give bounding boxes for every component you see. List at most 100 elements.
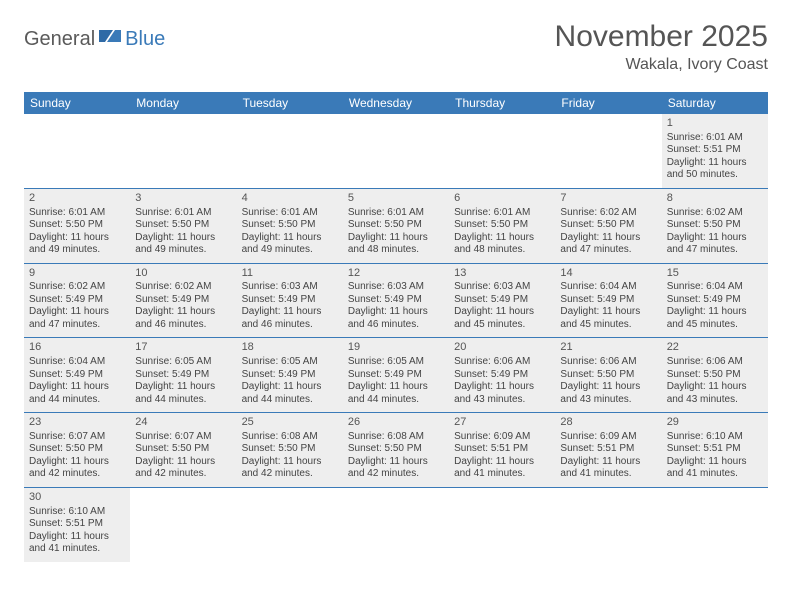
calendar-cell: 11Sunrise: 6:03 AMSunset: 5:49 PMDayligh… <box>237 263 343 338</box>
calendar-cell-empty <box>662 487 768 561</box>
sunrise-text: Sunrise: 6:01 AM <box>454 207 550 220</box>
calendar-cell: 10Sunrise: 6:02 AMSunset: 5:49 PMDayligh… <box>130 263 236 338</box>
day-number: 7 <box>560 192 656 206</box>
logo-text-general: General <box>24 28 95 51</box>
day-number: 27 <box>454 416 550 430</box>
sunrise-text: Sunrise: 6:04 AM <box>560 281 656 294</box>
calendar-cell: 9Sunrise: 6:02 AMSunset: 5:49 PMDaylight… <box>24 263 130 338</box>
daylight-text: Daylight: 11 hours and 42 minutes. <box>348 456 444 481</box>
calendar-cell-empty <box>130 487 236 561</box>
daylight-text: Daylight: 11 hours and 49 minutes. <box>242 232 338 257</box>
sunrise-text: Sunrise: 6:01 AM <box>29 207 125 220</box>
sunset-text: Sunset: 5:51 PM <box>454 443 550 456</box>
calendar-cell: 17Sunrise: 6:05 AMSunset: 5:49 PMDayligh… <box>130 338 236 413</box>
calendar-cell-empty <box>343 114 449 188</box>
sunset-text: Sunset: 5:50 PM <box>560 369 656 382</box>
sunset-text: Sunset: 5:49 PM <box>242 369 338 382</box>
day-number: 28 <box>560 416 656 430</box>
daylight-text: Daylight: 11 hours and 44 minutes. <box>135 381 231 406</box>
sunset-text: Sunset: 5:49 PM <box>135 294 231 307</box>
daylight-text: Daylight: 11 hours and 48 minutes. <box>454 232 550 257</box>
calendar-cell: 6Sunrise: 6:01 AMSunset: 5:50 PMDaylight… <box>449 188 555 263</box>
day-number: 13 <box>454 267 550 281</box>
day-number: 6 <box>454 192 550 206</box>
sunset-text: Sunset: 5:50 PM <box>135 443 231 456</box>
calendar-cell-empty <box>130 114 236 188</box>
sunrise-text: Sunrise: 6:09 AM <box>560 431 656 444</box>
sunrise-text: Sunrise: 6:07 AM <box>135 431 231 444</box>
calendar-cell: 22Sunrise: 6:06 AMSunset: 5:50 PMDayligh… <box>662 338 768 413</box>
sunrise-text: Sunrise: 6:03 AM <box>348 281 444 294</box>
day-number: 5 <box>348 192 444 206</box>
sunrise-text: Sunrise: 6:05 AM <box>242 356 338 369</box>
sunrise-text: Sunrise: 6:05 AM <box>348 356 444 369</box>
day-number: 11 <box>242 267 338 281</box>
sunrise-text: Sunrise: 6:02 AM <box>667 207 763 220</box>
day-header: Saturday <box>662 92 768 114</box>
day-number: 10 <box>135 267 231 281</box>
sunrise-text: Sunrise: 6:05 AM <box>135 356 231 369</box>
daylight-text: Daylight: 11 hours and 46 minutes. <box>348 306 444 331</box>
daylight-text: Daylight: 11 hours and 49 minutes. <box>29 232 125 257</box>
day-number: 19 <box>348 341 444 355</box>
calendar-row: 9Sunrise: 6:02 AMSunset: 5:49 PMDaylight… <box>24 263 768 338</box>
sunset-text: Sunset: 5:50 PM <box>667 219 763 232</box>
calendar-cell: 2Sunrise: 6:01 AMSunset: 5:50 PMDaylight… <box>24 188 130 263</box>
sunrise-text: Sunrise: 6:10 AM <box>667 431 763 444</box>
sunset-text: Sunset: 5:50 PM <box>242 219 338 232</box>
calendar-cell: 14Sunrise: 6:04 AMSunset: 5:49 PMDayligh… <box>555 263 661 338</box>
calendar-cell: 23Sunrise: 6:07 AMSunset: 5:50 PMDayligh… <box>24 413 130 488</box>
calendar-cell-empty <box>24 114 130 188</box>
daylight-text: Daylight: 11 hours and 47 minutes. <box>667 232 763 257</box>
daylight-text: Daylight: 11 hours and 47 minutes. <box>560 232 656 257</box>
sunset-text: Sunset: 5:49 PM <box>454 369 550 382</box>
sunset-text: Sunset: 5:51 PM <box>667 443 763 456</box>
calendar-cell-empty <box>237 114 343 188</box>
daylight-text: Daylight: 11 hours and 43 minutes. <box>667 381 763 406</box>
daylight-text: Daylight: 11 hours and 46 minutes. <box>135 306 231 331</box>
sunset-text: Sunset: 5:51 PM <box>667 144 763 157</box>
day-number: 2 <box>29 192 125 206</box>
calendar-cell: 16Sunrise: 6:04 AMSunset: 5:49 PMDayligh… <box>24 338 130 413</box>
sunset-text: Sunset: 5:50 PM <box>242 443 338 456</box>
calendar-row: 2Sunrise: 6:01 AMSunset: 5:50 PMDaylight… <box>24 188 768 263</box>
day-number: 17 <box>135 341 231 355</box>
day-number: 24 <box>135 416 231 430</box>
sunset-text: Sunset: 5:50 PM <box>29 443 125 456</box>
day-number: 4 <box>242 192 338 206</box>
day-number: 20 <box>454 341 550 355</box>
sunrise-text: Sunrise: 6:07 AM <box>29 431 125 444</box>
day-header: Wednesday <box>343 92 449 114</box>
location: Wakala, Ivory Coast <box>555 56 768 74</box>
calendar-cell: 29Sunrise: 6:10 AMSunset: 5:51 PMDayligh… <box>662 413 768 488</box>
calendar-cell: 7Sunrise: 6:02 AMSunset: 5:50 PMDaylight… <box>555 188 661 263</box>
calendar-row: 23Sunrise: 6:07 AMSunset: 5:50 PMDayligh… <box>24 413 768 488</box>
day-number: 14 <box>560 267 656 281</box>
header: General Blue November 2025 Wakala, Ivory… <box>24 20 768 74</box>
daylight-text: Daylight: 11 hours and 42 minutes. <box>135 456 231 481</box>
flag-icon <box>99 28 121 51</box>
calendar-cell: 25Sunrise: 6:08 AMSunset: 5:50 PMDayligh… <box>237 413 343 488</box>
daylight-text: Daylight: 11 hours and 41 minutes. <box>454 456 550 481</box>
daylight-text: Daylight: 11 hours and 41 minutes. <box>560 456 656 481</box>
calendar-cell-empty <box>343 487 449 561</box>
daylight-text: Daylight: 11 hours and 48 minutes. <box>348 232 444 257</box>
sunset-text: Sunset: 5:50 PM <box>348 443 444 456</box>
sunrise-text: Sunrise: 6:10 AM <box>29 506 125 519</box>
sunrise-text: Sunrise: 6:06 AM <box>560 356 656 369</box>
calendar-body: 1Sunrise: 6:01 AMSunset: 5:51 PMDaylight… <box>24 114 768 562</box>
daylight-text: Daylight: 11 hours and 50 minutes. <box>667 157 763 182</box>
sunset-text: Sunset: 5:49 PM <box>135 369 231 382</box>
sunrise-text: Sunrise: 6:01 AM <box>135 207 231 220</box>
calendar-cell: 18Sunrise: 6:05 AMSunset: 5:49 PMDayligh… <box>237 338 343 413</box>
calendar-page: General Blue November 2025 Wakala, Ivory… <box>0 0 792 582</box>
day-header: Monday <box>130 92 236 114</box>
daylight-text: Daylight: 11 hours and 44 minutes. <box>242 381 338 406</box>
calendar-cell: 1Sunrise: 6:01 AMSunset: 5:51 PMDaylight… <box>662 114 768 188</box>
sunset-text: Sunset: 5:51 PM <box>29 518 125 531</box>
month-title: November 2025 <box>555 20 768 54</box>
sunset-text: Sunset: 5:51 PM <box>560 443 656 456</box>
day-header-row: SundayMondayTuesdayWednesdayThursdayFrid… <box>24 92 768 114</box>
sunrise-text: Sunrise: 6:03 AM <box>454 281 550 294</box>
sunset-text: Sunset: 5:49 PM <box>454 294 550 307</box>
